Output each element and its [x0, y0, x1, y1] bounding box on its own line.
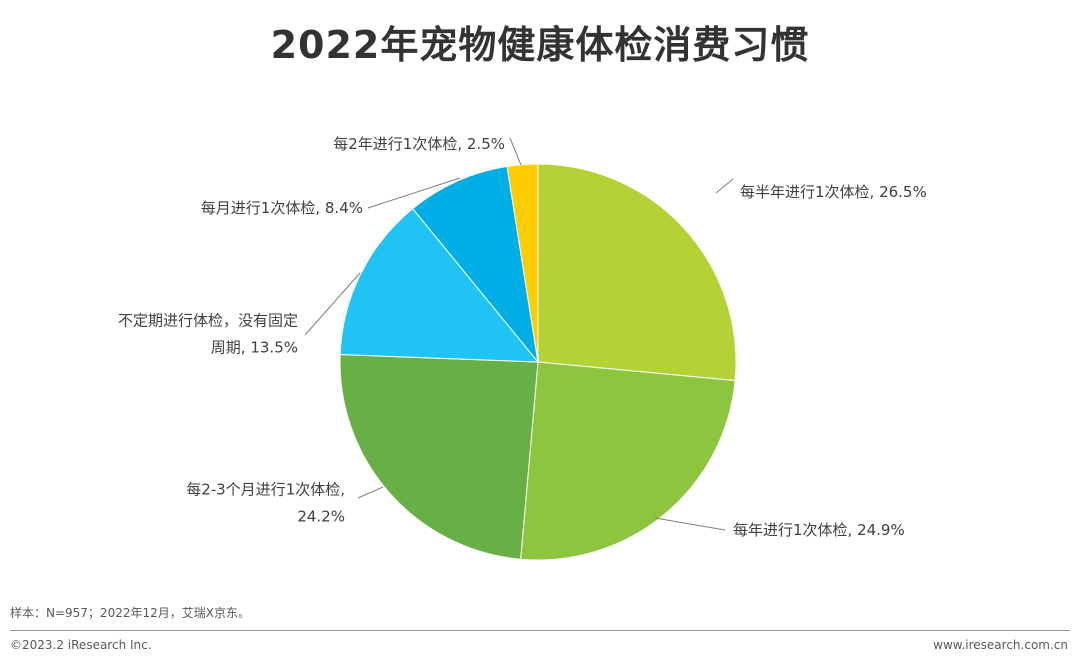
pie-slice-2 [520, 361, 736, 561]
copyright-text: ©2023.2 iResearch Inc. [10, 638, 152, 652]
leader-line-3 [357, 486, 384, 499]
slice-label-2: 每年进行1次体检, 24.9% [733, 521, 905, 539]
leader-line-5 [367, 177, 461, 209]
slice-label-line: 每半年进行1次体检, 26.5% [740, 183, 927, 201]
pie-slice-1 [537, 163, 737, 382]
pie-slice-6 [506, 163, 539, 363]
leader-line-1 [715, 178, 734, 194]
slice-label-3: 每2-3个月进行1次体检, 24.2% [186, 481, 345, 526]
slice-label-1: 每半年进行1次体检, 26.5% [740, 183, 927, 201]
leader-line-6 [509, 137, 522, 166]
slice-label-line: 不定期进行体检，没有固定 [118, 312, 298, 330]
pie-chart: 每半年进行1次体检, 26.5% 每年进行1次体检, 24.9% 每2-3个月进行1… [118, 135, 927, 561]
website-link[interactable]: www.iresearch.com.cn [933, 638, 1068, 652]
pie-slice-5 [412, 165, 539, 364]
footer-divider [10, 630, 1070, 631]
slice-label-line: 24.2% [297, 508, 345, 526]
leader-lines [304, 137, 734, 531]
slice-label-4: 不定期进行体检，没有固定周期, 13.5% [118, 312, 298, 357]
sample-note: 样本：N=957；2022年12月，艾瑞X京东。 [10, 606, 250, 620]
slice-label-line: 每2年进行1次体检, 2.5% [333, 135, 505, 153]
pie-slices [339, 163, 737, 561]
slice-label-line: 每年进行1次体检, 24.9% [733, 521, 905, 539]
leader-line-4 [304, 272, 361, 336]
pie-slice-3 [339, 354, 539, 560]
slice-label-line: 每2-3个月进行1次体检, [186, 481, 345, 499]
chart-title: 2022年宠物健康体检消费习惯 [270, 23, 810, 67]
leader-line-2 [654, 517, 726, 531]
slice-labels: 每半年进行1次体检, 26.5% 每年进行1次体检, 24.9% 每2-3个月进行1… [118, 135, 927, 539]
slice-label-line: 每月进行1次体检, 8.4% [201, 199, 363, 217]
pie-slice-4 [339, 207, 540, 363]
slice-label-5: 每月进行1次体检, 8.4% [201, 199, 363, 217]
slice-label-6: 每2年进行1次体检, 2.5% [333, 135, 505, 153]
slice-label-line: 周期, 13.5% [211, 339, 298, 357]
